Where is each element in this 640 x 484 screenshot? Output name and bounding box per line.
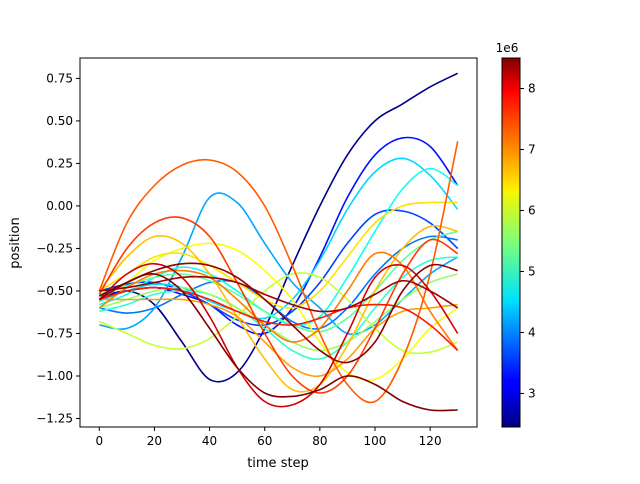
y-tick-label: 0.75 (46, 71, 73, 85)
series-line-12 (98, 242, 459, 381)
series-line-22 (98, 262, 458, 364)
y-tick-label: 0.25 (46, 156, 73, 170)
series-line-20 (98, 262, 459, 408)
series-line-13 (98, 201, 458, 310)
colorbar-tick-label: 7 (528, 142, 536, 156)
colorbar-tick-label: 6 (528, 203, 536, 217)
x-tick-label: 80 (312, 434, 327, 448)
series-line-17 (98, 141, 459, 404)
colorbar-tick-label: 5 (528, 264, 536, 278)
series-line-21 (99, 275, 459, 313)
x-tick-label: 20 (147, 434, 162, 448)
y-tick-label: 0.50 (46, 114, 73, 128)
series-line-1 (99, 72, 459, 383)
series-line-10 (99, 273, 458, 352)
y-tick-label: −0.75 (36, 326, 73, 340)
y-tick-label: −0.25 (36, 241, 73, 255)
series-line-23 (98, 272, 458, 412)
x-tick-label: 120 (419, 434, 442, 448)
series-line-2 (99, 136, 459, 335)
x-tick-label: 60 (257, 434, 272, 448)
colorbar (501, 57, 521, 428)
y-tick-label: −1.00 (36, 369, 73, 383)
y-tick-label: −0.50 (36, 284, 73, 298)
x-tick-label: 100 (364, 434, 387, 448)
y-axis: −1.25 −1.00 −0.75 −0.50 −0.25 0.00 0.25 0.50 0.7… (36, 71, 80, 425)
plot-frame (79, 57, 478, 428)
colorbar-multiplier-label: 1e6 (496, 41, 519, 55)
series-line-18 (98, 216, 459, 394)
y-tick-label: 0.00 (46, 199, 73, 213)
series-line-11 (98, 272, 458, 355)
x-axis: 0 20 40 60 80 100 120 (95, 427, 442, 448)
series-line-14 (98, 224, 458, 393)
x-axis-label: time step (247, 456, 309, 471)
colorbar-tick-label: 4 (528, 325, 536, 339)
series-line-16 (98, 251, 459, 351)
y-axis-label: position (8, 217, 23, 269)
y-tick-label: −1.25 (36, 411, 73, 425)
series-layer (98, 72, 459, 412)
colorbar-axis: 3 4 5 6 7 8 (520, 81, 536, 400)
x-tick-label: 40 (202, 434, 217, 448)
series-line-19 (99, 286, 459, 352)
colorbar-tick-label: 3 (528, 386, 536, 400)
x-tick-label: 0 (95, 434, 103, 448)
colorbar-tick-label: 8 (528, 81, 536, 95)
